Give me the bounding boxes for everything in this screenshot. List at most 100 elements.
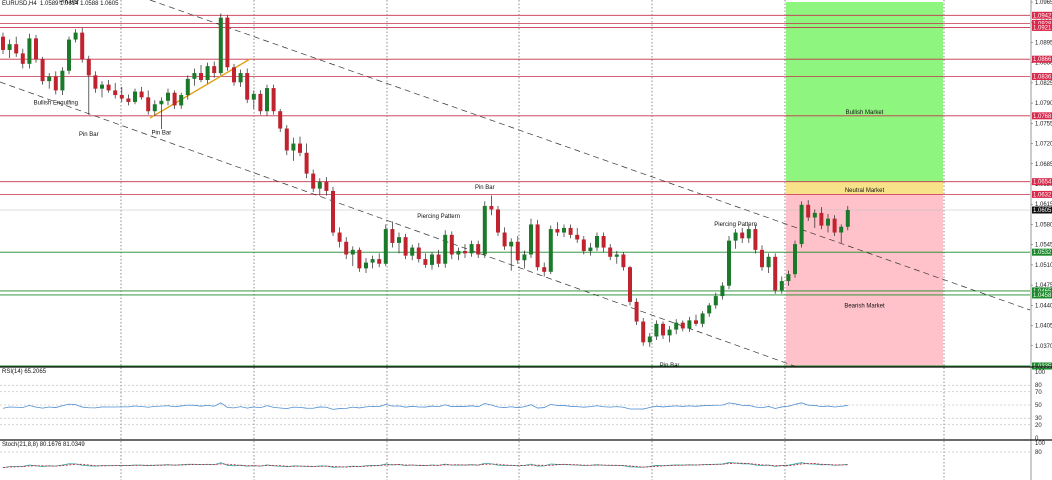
candle-body <box>449 234 454 255</box>
candle-body <box>727 240 731 286</box>
candle-body <box>397 237 401 243</box>
candle <box>298 136 302 157</box>
candle-body <box>7 44 12 50</box>
tick-label: 1.0545 <box>1035 243 1052 249</box>
candle-body <box>555 229 560 233</box>
candle-body <box>694 320 698 324</box>
tick-label: 1.0790 <box>1035 101 1052 107</box>
candle <box>680 320 685 332</box>
candle <box>694 314 698 327</box>
candle-body <box>278 111 283 129</box>
candle-body <box>47 76 52 82</box>
level-tag-label: 1.0458 <box>1033 293 1052 299</box>
candle-body <box>515 241 520 261</box>
candle-body <box>456 251 461 255</box>
candle <box>826 214 830 233</box>
level-tag-label: 1.0836 <box>1033 75 1052 81</box>
candle <box>106 80 111 93</box>
candle-body <box>509 241 514 247</box>
candle-body <box>562 227 566 233</box>
level-tag <box>1032 362 1052 370</box>
candle <box>733 229 738 249</box>
candle-body <box>614 254 619 257</box>
candle-body <box>700 313 705 324</box>
candle <box>205 62 210 84</box>
tick-label: 1.0475 <box>1035 283 1052 289</box>
level-tag-label: 1.0654 <box>1033 180 1052 186</box>
candle <box>839 224 844 243</box>
candle-body <box>350 249 355 255</box>
level-tag <box>1032 291 1052 299</box>
candle-body <box>641 321 646 343</box>
rsi-tick-label: 30 <box>1035 416 1042 422</box>
candle <box>621 252 626 271</box>
candle <box>700 311 705 328</box>
pattern-label: Bullish Engulfing <box>34 100 78 106</box>
candle <box>218 13 223 76</box>
candle-body <box>628 267 632 302</box>
candle-body <box>34 38 38 60</box>
candle <box>199 64 203 83</box>
pattern-label: Pin Bar <box>59 0 79 6</box>
candle <box>515 236 520 264</box>
candle <box>34 34 38 63</box>
candle <box>436 249 441 268</box>
candle-body <box>205 66 210 80</box>
candle <box>423 253 428 268</box>
rsi-line <box>2 402 848 410</box>
candle <box>146 90 151 115</box>
candle-body <box>53 76 58 91</box>
rsi-title: RSI(14) 65.2065 <box>2 369 47 375</box>
candle-body <box>377 259 382 264</box>
rsi-tick-label: 80 <box>1035 383 1042 389</box>
candle <box>720 282 725 300</box>
rsi-tick-label: 70 <box>1035 390 1042 396</box>
candle-body <box>370 259 375 263</box>
candle-body <box>20 53 25 64</box>
tick-label: 1.0615 <box>1035 202 1052 208</box>
candle <box>832 215 837 236</box>
pattern-label: Piercing Pattern <box>417 214 460 220</box>
candle <box>502 227 507 250</box>
level-tag <box>1032 178 1052 186</box>
candle <box>225 15 230 71</box>
candle-body <box>826 218 830 226</box>
candle <box>238 69 243 87</box>
candle <box>581 236 586 255</box>
candle-body <box>403 237 408 256</box>
level-tag-label: 1.0605 <box>1033 208 1052 214</box>
candle <box>654 320 659 340</box>
candle-body <box>753 229 758 250</box>
tick-label: 1.0755 <box>1035 121 1052 127</box>
candle-body <box>113 90 118 96</box>
candle <box>93 71 98 93</box>
candle <box>100 81 104 98</box>
candle <box>489 195 494 216</box>
candle-body <box>713 296 718 306</box>
candle <box>271 84 276 115</box>
level-tag-label: 1.0632 <box>1033 192 1052 198</box>
candle-body <box>707 305 712 314</box>
tick-label: 1.0580 <box>1035 222 1052 228</box>
candle <box>364 257 368 273</box>
candle-body <box>489 205 494 210</box>
candle <box>284 125 289 156</box>
candle-body <box>238 73 243 83</box>
candle-body <box>218 17 223 74</box>
tick-label: 1.0685 <box>1035 162 1052 168</box>
candle <box>535 219 540 271</box>
candle-body <box>581 239 586 252</box>
tick-label: 1.0510 <box>1035 263 1052 269</box>
stoch-tick-label: 80 <box>1035 450 1042 456</box>
candle-body <box>172 92 177 106</box>
candle-body <box>225 17 230 68</box>
candle <box>628 266 632 306</box>
tick-label: 1.0895 <box>1035 40 1052 46</box>
candle <box>793 240 797 278</box>
candle-body <box>212 66 217 74</box>
candle-body <box>185 78 190 96</box>
level-tag-label: 1.0866 <box>1033 57 1052 63</box>
ohlc-readout: 1.0589 1.0614 1.0588 1.0605 <box>40 1 119 7</box>
candle-body <box>601 236 606 248</box>
